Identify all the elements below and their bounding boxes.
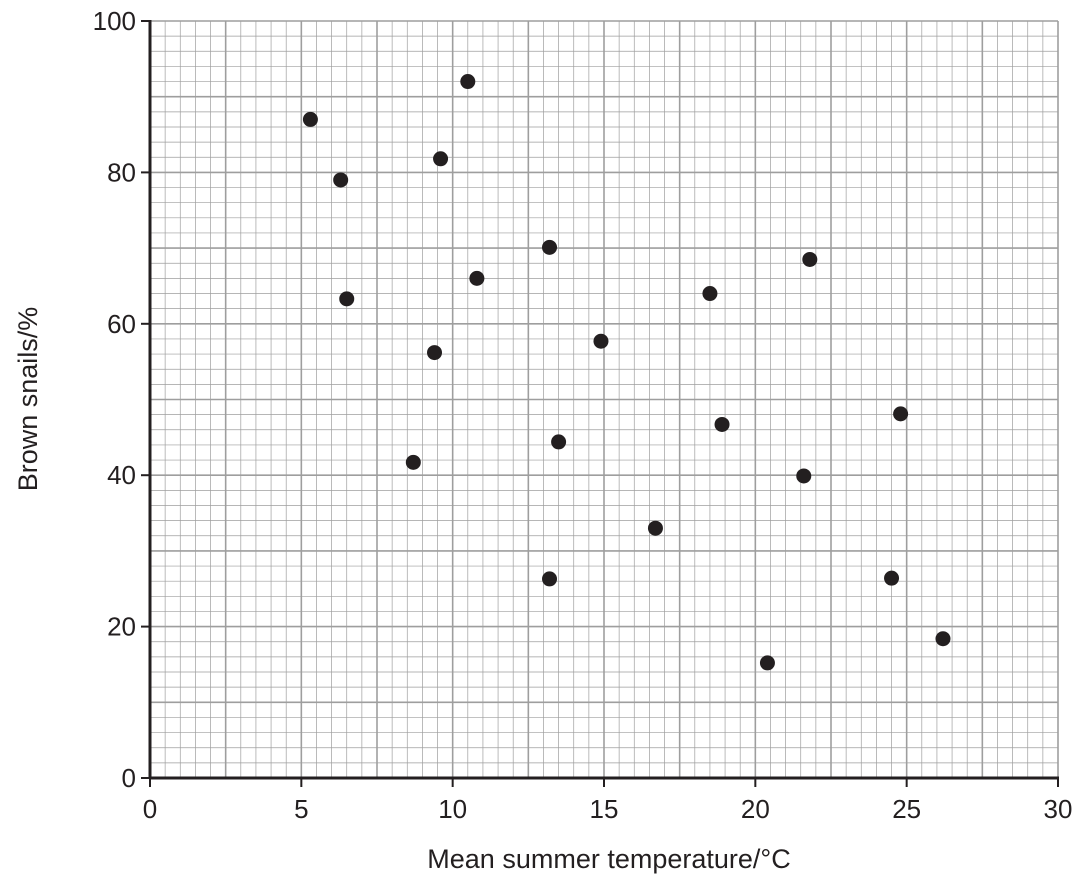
y-tick-label: 80 bbox=[107, 157, 136, 187]
data-point bbox=[339, 291, 354, 306]
x-tick-label: 20 bbox=[741, 794, 770, 824]
data-point bbox=[433, 151, 448, 166]
data-point bbox=[884, 571, 899, 586]
x-tick-label: 10 bbox=[438, 794, 467, 824]
y-tick-label: 0 bbox=[122, 763, 136, 793]
data-point bbox=[802, 252, 817, 267]
y-axis-label: Brown snails/% bbox=[13, 307, 43, 492]
x-tick-label: 0 bbox=[143, 794, 157, 824]
x-tick-label: 15 bbox=[590, 794, 619, 824]
data-point bbox=[593, 334, 608, 349]
x-axis-label: Mean summer temperature/°C bbox=[427, 844, 790, 874]
grid bbox=[150, 21, 1058, 778]
data-point bbox=[542, 571, 557, 586]
data-point bbox=[648, 521, 663, 536]
data-point bbox=[427, 345, 442, 360]
x-tick-label: 25 bbox=[892, 794, 921, 824]
data-point bbox=[702, 286, 717, 301]
tick-labels: 0 5 10 15 20 25 30 0 20 40 60 80 100 bbox=[93, 6, 1072, 824]
data-point bbox=[935, 631, 950, 646]
data-point bbox=[333, 172, 348, 187]
x-tick-label: 30 bbox=[1044, 794, 1072, 824]
data-point bbox=[551, 434, 566, 449]
data-point bbox=[406, 455, 421, 470]
data-point bbox=[542, 240, 557, 255]
data-point bbox=[796, 468, 811, 483]
y-tick-label: 60 bbox=[107, 309, 136, 339]
x-tick-label: 5 bbox=[294, 794, 308, 824]
data-point bbox=[893, 406, 908, 421]
data-point bbox=[469, 271, 484, 286]
y-tick-label: 20 bbox=[107, 612, 136, 642]
data-point bbox=[760, 655, 775, 670]
y-tick-label: 100 bbox=[93, 6, 136, 36]
data-point bbox=[460, 74, 475, 89]
y-tick-label: 40 bbox=[107, 460, 136, 490]
data-point bbox=[303, 112, 318, 127]
data-point bbox=[715, 417, 730, 432]
